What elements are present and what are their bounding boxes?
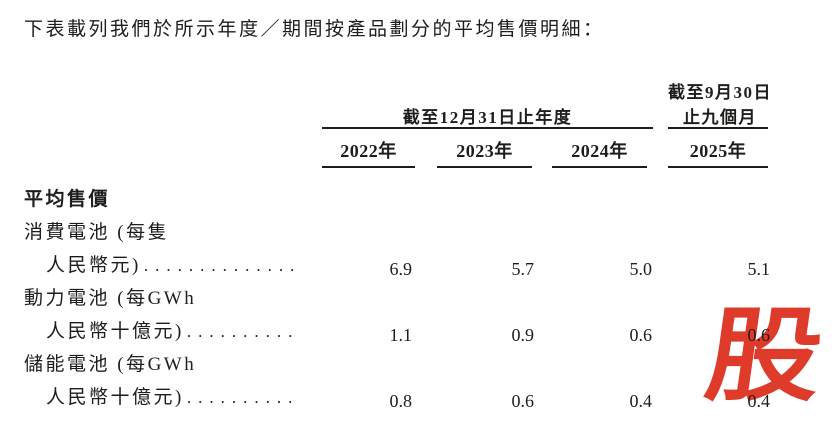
energy-storage-battery-value-2025: 0.4 — [747, 391, 771, 411]
nine-month-group-header-line2: 止九個月 — [683, 108, 757, 127]
consumer-battery-unit-label: 人民幣元) — [46, 255, 141, 276]
nine-month-group-header-line1: 截至9月30日 — [668, 83, 772, 102]
power-battery-value-2022: 1.1 — [389, 325, 413, 345]
column-header-2024: 2024年 — [552, 137, 647, 168]
consumer-battery-label: 消費電池 (每隻 — [24, 222, 170, 243]
fiscal-year-group-header: 截至12月31日止年度 — [402, 108, 573, 127]
column-header-2025: 2025年 — [668, 137, 768, 168]
nine-month-group-underline — [668, 127, 768, 129]
energy-storage-battery-value-2022: 0.8 — [389, 391, 413, 411]
power-battery-unit-label: 人民幣十億元) — [46, 321, 184, 342]
energy-storage-battery-unit-row: 人民幣十億元) .......... — [46, 387, 300, 409]
column-header-2023: 2023年 — [437, 137, 532, 168]
power-battery-label: 動力電池 (每GWh — [24, 288, 197, 309]
intro-text: 下表載列我們於所示年度／期間按產品劃分的平均售價明細： — [24, 19, 605, 40]
consumer-battery-value-2023: 5.7 — [511, 259, 535, 279]
energy-storage-battery-value-2023: 0.6 — [511, 391, 535, 411]
energy-storage-battery-unit-label: 人民幣十億元) — [46, 387, 184, 408]
consumer-battery-value-2024: 5.0 — [629, 259, 653, 279]
energy-storage-battery-label: 儲能電池 (每GWh — [24, 354, 197, 375]
power-battery-value-2024: 0.6 — [629, 325, 653, 345]
energy-storage-battery-value-2024: 0.4 — [629, 391, 653, 411]
leader-dots: .......... — [186, 322, 300, 341]
section-title-average-selling-price: 平均售價 — [24, 189, 111, 210]
fiscal-year-group-underline — [322, 127, 653, 129]
consumer-battery-value-2022: 6.9 — [389, 259, 413, 279]
consumer-battery-unit-row: 人民幣元) .............. — [46, 255, 302, 277]
leader-dots: .............. — [143, 256, 302, 275]
power-battery-value-2023: 0.9 — [511, 325, 535, 345]
power-battery-unit-row: 人民幣十億元) .......... — [46, 321, 300, 343]
column-header-2022: 2022年 — [322, 137, 415, 168]
leader-dots: .......... — [186, 388, 300, 407]
consumer-battery-value-2025: 5.1 — [747, 259, 771, 279]
power-battery-value-2025: 0.6 — [747, 325, 771, 345]
